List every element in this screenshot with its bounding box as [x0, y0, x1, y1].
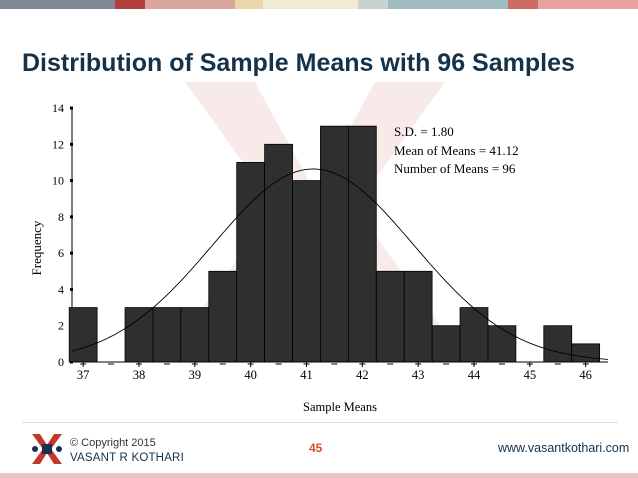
- histogram-bar: [180, 307, 210, 363]
- histogram-bar: [375, 270, 405, 363]
- bottom-color-bar: [0, 473, 638, 478]
- histogram-bar: [320, 125, 349, 363]
- author-name: VASANT R KOTHARI: [70, 452, 184, 464]
- histogram-bar: [347, 125, 377, 363]
- website-link[interactable]: www.vasantkothari.com: [498, 441, 630, 455]
- x-tick-label: 44: [468, 368, 481, 382]
- histogram-bar: [68, 307, 98, 363]
- x-tick-label: 45: [524, 368, 537, 382]
- top-bar-segment: [358, 0, 388, 9]
- histogram-bar: [264, 143, 293, 363]
- top-bar-segment: [235, 0, 263, 9]
- copyright-text: © Copyright 2015: [70, 437, 156, 449]
- top-bar-segment: [508, 0, 538, 9]
- x-tick-label: 39: [189, 368, 202, 382]
- histogram-bar: [487, 325, 517, 363]
- annotation-mean: Mean of Means = 41.12: [394, 143, 519, 158]
- top-color-bar: [0, 0, 638, 9]
- top-bar-segment: [263, 0, 358, 9]
- top-bar-segment: [388, 0, 508, 9]
- y-tick-label: 8: [58, 210, 64, 224]
- footer-divider: [22, 422, 618, 423]
- x-tick-label: 42: [356, 368, 369, 382]
- page-number: 45: [309, 441, 323, 455]
- annotation-count: Number of Means = 96: [394, 161, 516, 176]
- y-tick-label: 2: [58, 319, 64, 333]
- vk-logo-icon: [30, 432, 64, 466]
- y-tick-label: 4: [58, 282, 64, 296]
- bars-group: [68, 125, 601, 363]
- x-tick-label: 40: [244, 368, 257, 382]
- y-axis-label: Frequency: [29, 220, 44, 275]
- y-tick-label: 10: [52, 174, 64, 188]
- y-tick: [70, 179, 73, 183]
- histogram-bar: [236, 162, 266, 363]
- histogram-bar: [571, 343, 601, 363]
- y-tick: [70, 142, 73, 146]
- x-tick-label: 38: [133, 368, 146, 382]
- y-tick-label: 12: [52, 137, 64, 151]
- y-tick-label: 0: [58, 355, 64, 369]
- histogram-bar: [292, 180, 321, 363]
- x-axis: 37 38 39 40 41 42 43 44 45 46: [72, 361, 608, 382]
- top-bar-segment: [115, 0, 145, 9]
- y-tick: [70, 251, 73, 255]
- histogram-bar: [543, 325, 573, 363]
- slide-title: Distribution of Sample Means with 96 Sam…: [22, 49, 575, 77]
- histogram-bar: [403, 270, 433, 363]
- top-bar-segment: [538, 0, 638, 9]
- x-tick-label: 41: [300, 368, 313, 382]
- histogram-bar: [152, 307, 182, 363]
- x-tick-label: 37: [77, 368, 90, 382]
- histogram-bar: [208, 270, 238, 363]
- x-tick-label: 46: [579, 368, 592, 382]
- y-tick: [70, 215, 73, 219]
- x-axis-label: Sample Means: [303, 400, 377, 414]
- y-tick: [70, 287, 73, 291]
- top-bar-segment: [0, 0, 115, 9]
- x-tick-label: 43: [412, 368, 425, 382]
- y-tick-label: 14: [52, 101, 64, 115]
- top-bar-segment: [145, 0, 235, 9]
- normal-curve: [71, 168, 609, 360]
- y-tick-label: 6: [58, 246, 64, 260]
- annotation-sd: S.D. = 1.80: [394, 124, 454, 139]
- histogram-bar: [124, 307, 154, 363]
- histogram-bar: [431, 325, 461, 363]
- y-tick: [70, 106, 73, 110]
